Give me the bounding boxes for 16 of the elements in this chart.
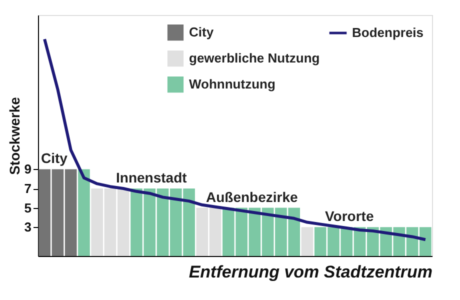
- annotation: Innenstadt: [116, 170, 188, 186]
- y-tick-label: 9: [24, 162, 32, 177]
- y-tick-label: 3: [24, 220, 32, 235]
- x-axis-title: Entfernung vom Stadtzentrum: [188, 262, 432, 282]
- annotation: Außenbezirke: [206, 188, 298, 205]
- y-tick-label: 7: [24, 181, 32, 196]
- bar: [301, 227, 314, 256]
- annotation: Vororte: [325, 208, 374, 224]
- annotation: City: [41, 150, 68, 166]
- legend-label: City: [189, 24, 214, 40]
- bar: [78, 169, 90, 256]
- y-tick-label: 5: [24, 200, 32, 216]
- y-axis-title: Stockwerke: [6, 96, 22, 175]
- legend-label: gewerbliche Nutzung: [189, 50, 320, 66]
- legend-label: Wohnnutzung: [189, 76, 276, 92]
- legend-label: Bodenpreis: [352, 25, 424, 40]
